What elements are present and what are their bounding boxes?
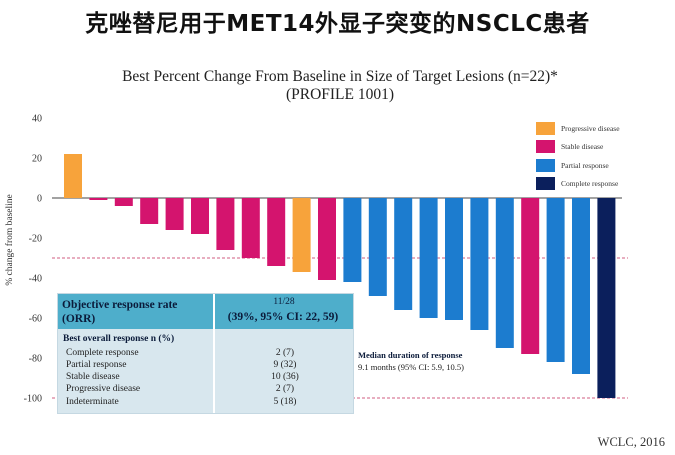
y-axis-label: % change from baseline [4, 194, 15, 286]
legend-item-stable: Stable disease [536, 138, 656, 157]
row-value: 2 (7) [275, 384, 295, 394]
row-label: Indeterminate [66, 397, 119, 407]
legend-item-complete: Complete response [536, 175, 656, 194]
bar [140, 198, 159, 224]
bar [191, 198, 209, 234]
legend-label: Complete response [561, 179, 619, 189]
bar [165, 198, 184, 230]
row-label: Progressive disease [66, 384, 141, 394]
legend-swatch [536, 140, 555, 154]
bar [241, 198, 260, 258]
row-value: 2 (7) [275, 348, 295, 358]
y-tick-label: -20 [29, 234, 42, 245]
bar [394, 198, 413, 310]
orr-label: Objective response rate (ORR) [62, 299, 178, 325]
source-citation: WCLC, 2016 [597, 435, 665, 449]
legend-label: Progressive disease [561, 123, 620, 133]
bar [521, 198, 540, 354]
response-table: Objective response rate (ORR) 11/28 (39%… [57, 293, 354, 414]
bar [267, 198, 286, 266]
y-tick-label: -40 [29, 274, 42, 285]
y-tick-label: 20 [32, 154, 42, 165]
legend-swatch [536, 177, 555, 191]
row-value: 5 (18) [273, 397, 297, 407]
y-tick-label: -100 [24, 394, 42, 405]
y-tick-label: -60 [29, 314, 42, 325]
bar [318, 198, 336, 280]
chart-legend: Progressive disease Stable disease Parti… [536, 119, 656, 193]
column-divider [213, 294, 215, 413]
orr-header: Objective response rate (ORR) 11/28 (39%… [58, 294, 353, 329]
bar [445, 198, 463, 320]
legend-swatch [536, 158, 555, 172]
median-duration-value: 9.1 months (95% CI: 5.9, 10.5) [358, 362, 465, 372]
bar [572, 198, 590, 374]
chart-title-main: Best Percent Change From Baseline in Siz… [122, 68, 558, 85]
median-duration-title: Median duration of response [358, 350, 463, 360]
bar [597, 198, 616, 398]
orr-rate: (39%, 95% CI: 22, 59) [227, 311, 339, 323]
bar [368, 198, 387, 296]
orr-count: 11/28 [273, 297, 295, 307]
bar [89, 198, 108, 200]
median-duration: Median duration of response 9.1 months (… [358, 349, 528, 373]
bar [470, 198, 489, 330]
table-row: Complete response 2 (7) [58, 348, 353, 360]
legend-label: Stable disease [561, 142, 604, 152]
y-tick-label: 0 [37, 194, 42, 205]
row-label: Partial response [66, 360, 127, 370]
bar [343, 198, 362, 282]
bar [64, 154, 82, 198]
bor-header: Best overall response n (%) [63, 334, 175, 344]
legend-label: Partial response [561, 160, 609, 170]
bar [216, 198, 235, 250]
bar [546, 198, 565, 362]
row-value: 9 (32) [273, 360, 297, 370]
legend-swatch [536, 121, 555, 135]
bars [64, 154, 616, 398]
bar [114, 198, 133, 206]
bar [419, 198, 438, 318]
legend-item-partial: Partial response [536, 156, 656, 175]
table-row: Progressive disease 2 (7) [58, 384, 353, 396]
legend-item-progressive: Progressive disease [536, 119, 656, 138]
table-row: Indeterminate 5 (18) [58, 397, 353, 409]
y-tick-label: -80 [29, 354, 42, 365]
row-label: Stable disease [66, 372, 120, 382]
table-row: Partial response 9 (32) [58, 360, 353, 372]
table-row: Stable disease 10 (36) [58, 372, 353, 384]
bar [495, 198, 514, 348]
row-label: Complete response [66, 348, 139, 358]
y-tick-label: 40 [32, 114, 42, 125]
chart-title: Best Percent Change From Baseline in Siz… [40, 68, 640, 104]
bar [292, 198, 311, 272]
row-value: 10 (36) [271, 372, 299, 382]
slide-title: 克唑替尼用于MET14外显子突变的NSCLC患者 [85, 11, 590, 37]
chart-subtitle: (PROFILE 1001) [285, 86, 395, 103]
